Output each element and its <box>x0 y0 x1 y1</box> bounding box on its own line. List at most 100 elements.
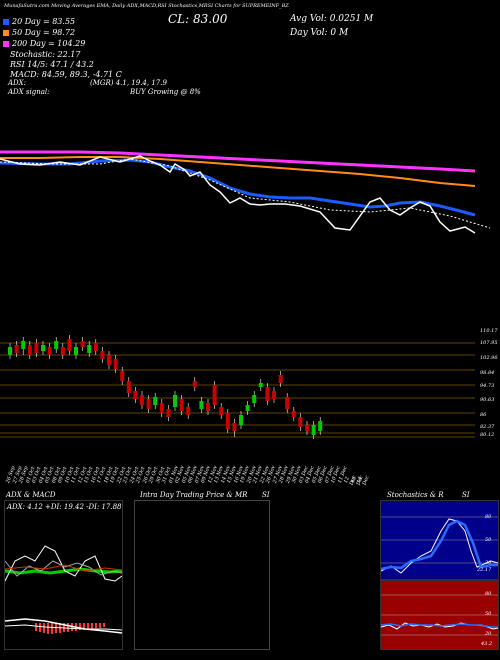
candle-body <box>291 411 296 417</box>
candle-body <box>186 407 191 415</box>
candle-body <box>318 421 323 431</box>
rsi-level-20: 20 <box>485 631 492 637</box>
candlestick-chart <box>0 335 475 439</box>
price-level-6: 90.63 <box>480 397 495 403</box>
candle-body <box>225 413 230 429</box>
candle-body <box>133 391 138 399</box>
ema50-label: 50 Day = 98.72 <box>12 28 76 37</box>
price-line <box>0 155 476 234</box>
price-level-7: 86 <box>480 412 487 418</box>
legend-ema200: 200 Day = 104.29 <box>3 39 85 49</box>
candle-body <box>47 347 52 355</box>
candle-body <box>166 409 171 417</box>
stochastics-title: Stochastics & R <box>387 491 444 499</box>
adx-signal-label: ADX signal: <box>8 88 50 96</box>
candle-body <box>311 425 316 435</box>
candle-body <box>146 399 151 409</box>
legend-ema50: 50 Day = 98.72 <box>3 28 75 38</box>
candle-body <box>272 391 276 399</box>
ema50-line <box>0 156 476 187</box>
candle-body <box>159 403 164 413</box>
intraday-title: Intra Day Trading Price & MR <box>140 491 248 499</box>
stoch-level-80: 80 <box>485 514 492 520</box>
ema200-label: 200 Day = 104.29 <box>12 39 86 48</box>
stochastic-value: Stochastic: 22.17 <box>10 50 81 59</box>
candle-body <box>140 395 144 405</box>
ema20-label: 20 Day = 83.55 <box>12 17 76 26</box>
candle-body <box>60 347 65 355</box>
candle-body <box>126 381 131 393</box>
adx-values: (MGR) 4.1, 19.4, 17.9 <box>90 79 167 87</box>
stoch-level-20: 20 <box>485 560 492 566</box>
moving-average-chart <box>0 150 491 234</box>
candle-body <box>120 371 125 381</box>
adx-label: ADX: <box>8 79 27 87</box>
candle-body <box>285 397 290 409</box>
rsi-panel: 80 50 20 43.2 <box>380 580 499 650</box>
stoch-level-50: 50 <box>485 537 492 543</box>
stochastics-title-right: SI <box>462 491 470 499</box>
candle-body <box>41 345 45 351</box>
rsi-current: 43.2 <box>481 641 493 647</box>
close-price: CL: 83.00 <box>168 12 228 26</box>
candle-body <box>153 397 158 405</box>
candle-body <box>173 395 177 407</box>
candle-body <box>252 395 257 403</box>
page-header-line: MunafaSutra.com Moving Averages EMA, Dai… <box>4 3 289 9</box>
candle-body <box>93 343 98 351</box>
candle-body <box>265 387 270 401</box>
candle-body <box>14 345 19 353</box>
adx-macd-values: ADX: 4.12 +DI: 19.42 -DI: 17.88 <box>7 503 122 511</box>
candle-body <box>27 345 32 355</box>
rsi-level-80: 80 <box>485 591 492 597</box>
candle-body <box>232 423 237 431</box>
ema20-swatch <box>3 19 9 25</box>
macd-value: MACD: 84.59, 89.3, -4.71 C <box>10 70 122 79</box>
adx-macd-title: ADX & MACD <box>6 491 56 499</box>
candle-body <box>179 399 184 411</box>
candle-body <box>258 383 263 387</box>
candle-body <box>278 375 283 383</box>
candle-body <box>192 381 197 387</box>
candle-body <box>219 407 224 415</box>
rsi-level-50: 50 <box>485 611 492 617</box>
candle-body <box>298 417 303 427</box>
price-level-3: 102.96 <box>480 355 498 361</box>
candle-body <box>212 385 217 405</box>
ema200-line <box>0 150 476 173</box>
candle-body <box>245 405 250 411</box>
intraday-panel <box>134 500 270 650</box>
price-level-5: 94.73 <box>480 383 495 389</box>
candle-body <box>80 341 85 347</box>
legend-ema20: 20 Day = 83.55 <box>3 17 75 27</box>
adx-macd-panel: ADX: 4.12 +DI: 19.42 -DI: 17.88 <box>4 500 123 650</box>
day-volume: Day Vol: 0 M <box>290 28 349 38</box>
candle-body <box>8 347 12 355</box>
candle-body <box>87 345 92 353</box>
rsi-value: RSI 14/5: 47.1 / 43.2 <box>10 60 94 69</box>
candle-body <box>113 359 118 369</box>
candle-body <box>34 343 39 353</box>
price-level-8: 82.37 <box>480 424 495 430</box>
date-axis: 26 Sep 27 Sep 28 Sep 01 Oct 03 Oct 04 Oct 05 O… <box>0 440 371 490</box>
candle-body <box>67 339 72 351</box>
candle-body <box>74 347 78 355</box>
intraday-title-right: SI <box>262 491 270 499</box>
ema50-swatch <box>3 30 9 36</box>
ema200-swatch <box>3 41 9 47</box>
avg-volume: Avg Vol: 0.0251 M <box>290 14 374 24</box>
price-level-4: 98.84 <box>480 370 495 376</box>
candle-body <box>100 351 105 359</box>
dotted-average-line <box>0 158 491 229</box>
candle-body <box>107 355 111 365</box>
rsi-lines <box>381 594 498 636</box>
candle-body <box>21 341 26 349</box>
price-level-9: 80.12 <box>480 432 495 438</box>
adx-macd-lines <box>5 545 122 634</box>
adx-signal-value: BUY Growing @ 8% <box>130 88 201 96</box>
stoch-current: 22.17 <box>477 567 492 573</box>
candle-body <box>239 415 243 425</box>
price-level-2: 107.95 <box>480 340 498 346</box>
candle-body <box>305 425 309 431</box>
candle-body <box>206 403 210 411</box>
